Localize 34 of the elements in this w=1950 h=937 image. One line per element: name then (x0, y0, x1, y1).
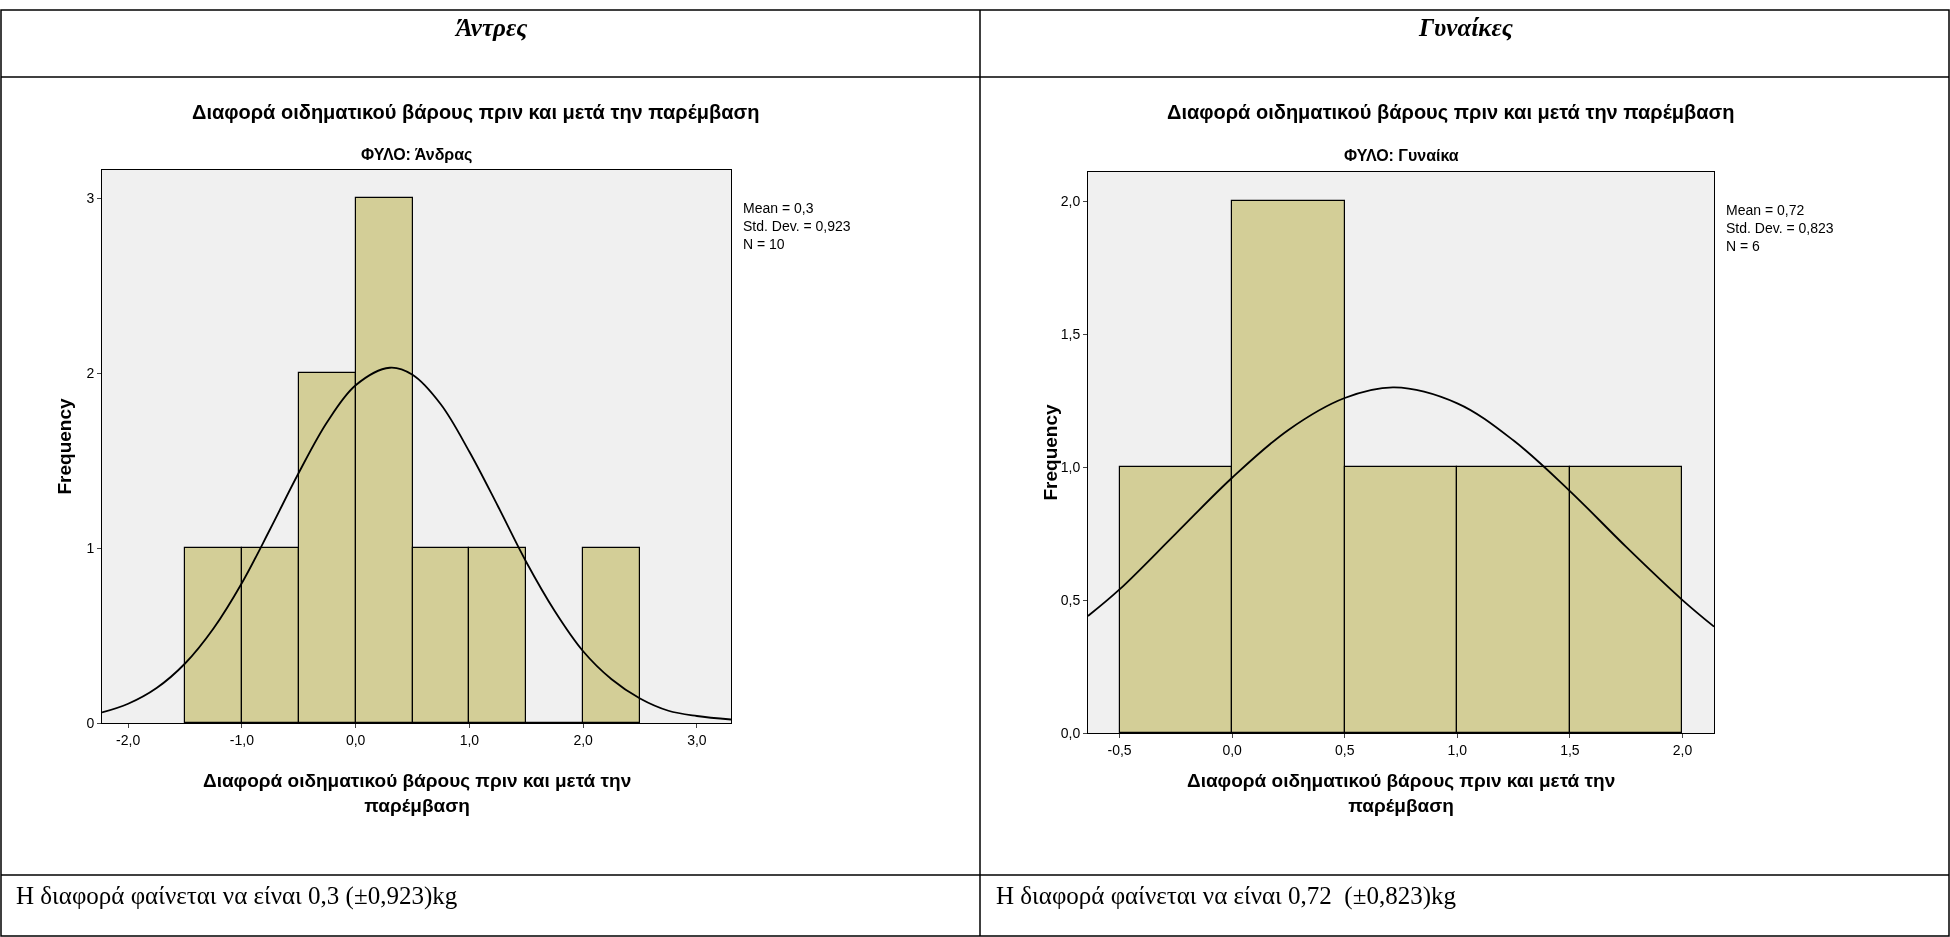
text: Η διαφορά φαίνεται να είναι 0,72 (±0,823)kg (996, 882, 1457, 910)
x-tick-label: -2,0 (116, 731, 141, 748)
x-axis-title: Διαφορά οιδηματικού βάρους πριν και μετά την παρέμβαση (203, 770, 632, 816)
x-tick-label: 3,0 (687, 731, 707, 748)
x-tick-label: 1,0 (459, 731, 480, 748)
chart-subtitle: ΦΥΛΟ: Γυναίκα (1344, 147, 1459, 164)
chart-title: Διαφορά οιδηματικού βάρους πριν και μετά την παρέμβαση (1167, 101, 1735, 123)
y-tick-label: 2 (86, 364, 95, 381)
x-tick-label: 1,0 (1447, 741, 1468, 758)
x-tick-label: 0,5 (1334, 741, 1355, 758)
text: Γυναίκες (1418, 14, 1513, 41)
y-tick-label: 2,0 (1060, 193, 1081, 210)
text: Άντρες (454, 14, 528, 41)
x-tick-label: -0,5 (1107, 741, 1132, 758)
x-tick-label: 0,0 (1222, 741, 1243, 758)
text: Mean = 0,3 Std. Dev. = 0,923 N = 10 (743, 200, 851, 253)
y-axis-title: Frequency (53, 397, 75, 495)
y-tick-label: 1 (86, 539, 95, 556)
y-tick-label: 1,0 (1060, 459, 1081, 476)
x-tick-label: 2,0 (1672, 741, 1693, 758)
y-tick-label: 1,5 (1060, 326, 1081, 343)
x-axis-title: Διαφορά οιδηματικού βάρους πριν και μετά την παρέμβαση (1187, 770, 1616, 816)
y-axis-title: Frequency (1039, 403, 1061, 501)
y-tick-label: 3 (86, 189, 95, 206)
chart-title: Διαφορά οιδηματικού βάρους πριν και μετά την παρέμβαση (192, 101, 760, 123)
x-tick-label: 0,0 (345, 731, 366, 748)
y-tick-label: 0,5 (1060, 591, 1081, 608)
x-tick-label: 2,0 (573, 731, 594, 748)
x-tick-label: 1,5 (1560, 741, 1580, 758)
y-tick-label: 0 (86, 714, 95, 731)
text: Mean = 0,72 Std. Dev. = 0,823 N = 6 (1726, 202, 1834, 255)
x-tick-label: -1,0 (229, 731, 255, 748)
text: Η διαφορά φαίνεται να είναι 0,3 (±0,923)kg (16, 882, 458, 910)
chart-subtitle: ΦΥΛΟ: Άνδρας (361, 146, 473, 164)
